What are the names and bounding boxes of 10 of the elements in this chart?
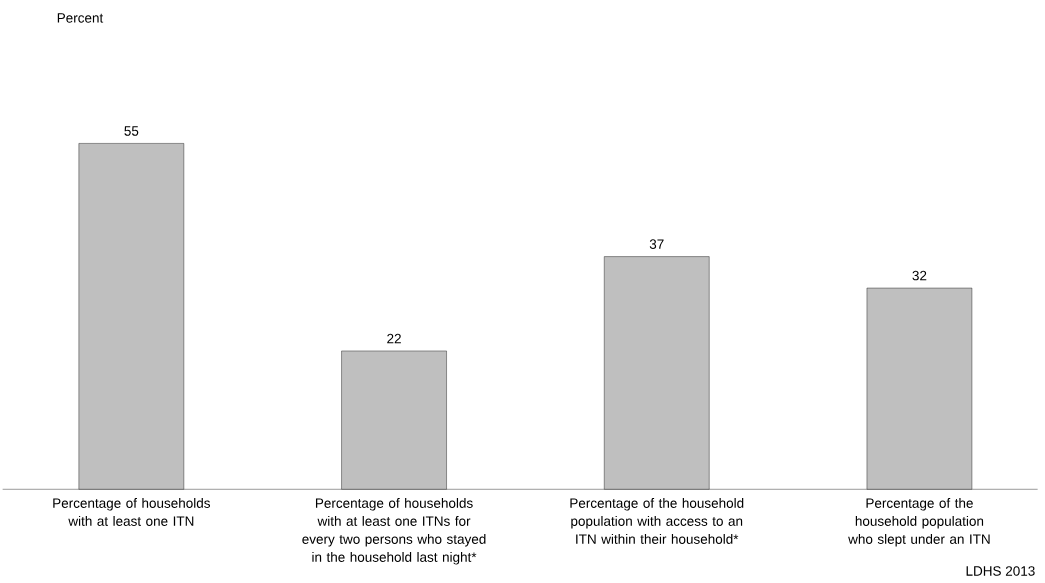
data-label: 32 [912, 270, 927, 281]
data-label: 22 [387, 333, 401, 344]
data-label: 37 [649, 239, 664, 249]
text: Percent [57, 13, 104, 23]
x-tick-label: Percentage of the household population with access to an ITN within their household* [570, 497, 744, 544]
data-label: 55 [124, 126, 139, 136]
x-tick-label: Percentage of households with at least one ITNs for every two persons who stayed in the household last night* [302, 497, 486, 565]
x-tick-label: Percentage of the household population who slept under an ITN [848, 497, 990, 547]
x-tick-label: Percentage of households with at least one ITN [53, 497, 211, 526]
text: LDHS 2013 [966, 566, 1035, 576]
